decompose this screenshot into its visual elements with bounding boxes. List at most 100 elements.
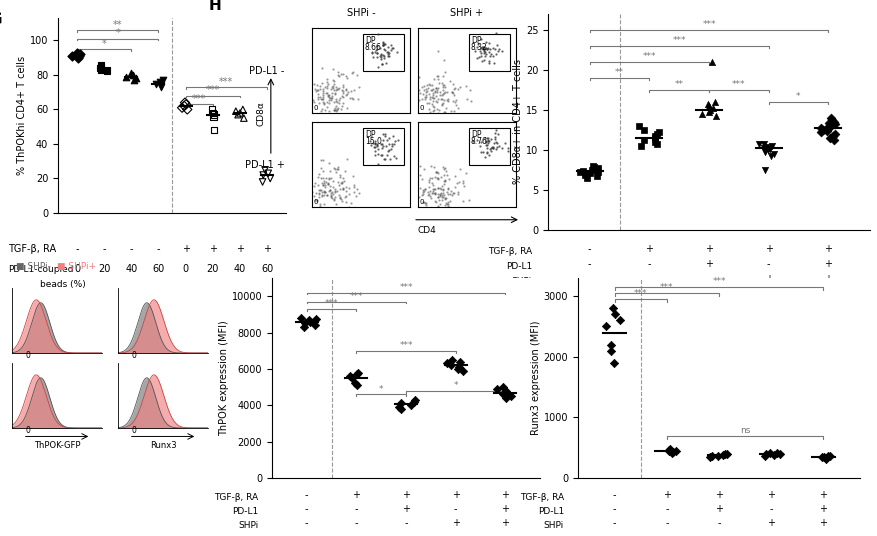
Point: [434, 191, 448, 199]
Point: [437, 55, 451, 64]
Point: [423, 192, 437, 200]
Point: [701, 107, 715, 116]
Point: [367, 147, 381, 155]
Point: [330, 105, 344, 114]
Point: [500, 144, 514, 152]
Point: [433, 184, 447, 193]
Point: [416, 90, 430, 98]
Point: [323, 93, 337, 102]
Point: [439, 188, 453, 196]
Text: +: +: [818, 504, 826, 514]
Text: -: -: [664, 518, 667, 528]
Text: *: *: [115, 28, 120, 38]
Point: [371, 159, 385, 168]
Point: [436, 162, 450, 171]
Point: [602, 340, 617, 349]
Point: [310, 86, 324, 95]
Point: [312, 188, 326, 197]
Point: [320, 88, 334, 97]
Point: [308, 84, 322, 93]
Point: [315, 105, 329, 113]
Point: [427, 190, 441, 198]
Point: [432, 189, 446, 198]
Point: [362, 136, 376, 145]
Point: [483, 146, 497, 155]
Point: [430, 46, 444, 55]
Point: [127, 76, 141, 84]
Point: [422, 190, 436, 199]
Point: [376, 51, 390, 59]
Point: [815, 126, 829, 135]
Point: [479, 144, 493, 152]
Point: [206, 112, 220, 121]
Point: [445, 355, 459, 364]
Point: [702, 106, 717, 114]
Point: [311, 185, 325, 194]
Point: [429, 168, 443, 176]
Point: [431, 202, 445, 211]
Point: [429, 84, 443, 92]
Point: [488, 144, 503, 153]
Text: SHPi: SHPi: [238, 522, 259, 531]
Text: -: -: [156, 244, 160, 254]
Point: [393, 399, 407, 408]
Point: [416, 165, 430, 173]
Point: [701, 102, 715, 110]
Point: [339, 187, 353, 196]
Point: [423, 95, 437, 103]
Point: [429, 86, 443, 95]
Point: [481, 134, 495, 143]
Text: +: +: [764, 243, 772, 254]
Point: [321, 95, 335, 104]
Point: [296, 323, 310, 331]
Point: [413, 161, 427, 170]
Point: [423, 81, 437, 90]
Point: [381, 50, 395, 59]
Point: [417, 115, 431, 123]
Point: [431, 95, 445, 104]
Point: [424, 178, 438, 187]
Point: [418, 87, 432, 96]
Point: [419, 98, 433, 107]
Point: [310, 81, 324, 90]
Point: [232, 109, 246, 117]
Point: [335, 179, 349, 188]
Point: [417, 86, 431, 95]
Point: [335, 86, 349, 94]
Point: [381, 147, 395, 155]
Point: [349, 370, 363, 378]
Point: [341, 184, 355, 192]
Point: [177, 102, 191, 110]
Point: [483, 135, 497, 143]
Point: [459, 81, 473, 90]
Point: [636, 126, 650, 135]
Point: [302, 192, 316, 200]
Point: [310, 196, 324, 205]
Text: +: +: [766, 518, 774, 528]
Point: [438, 176, 452, 185]
Point: [426, 93, 440, 102]
Point: [480, 45, 494, 54]
Text: 0: 0: [74, 264, 80, 273]
Point: [119, 72, 133, 81]
Point: [491, 44, 505, 53]
Point: [317, 188, 332, 196]
Text: 20: 20: [206, 264, 218, 273]
Point: [822, 451, 836, 460]
Point: [496, 383, 510, 391]
Point: [485, 44, 499, 53]
Point: [408, 71, 422, 79]
Point: [430, 72, 444, 80]
Point: [437, 165, 451, 173]
Point: [473, 142, 487, 151]
Point: [408, 91, 422, 100]
Point: [309, 189, 323, 197]
Point: [318, 89, 332, 98]
Point: [412, 170, 426, 179]
Point: [335, 178, 349, 187]
Point: [335, 70, 349, 79]
Point: [422, 105, 436, 113]
Point: [476, 47, 490, 56]
Point: [665, 448, 679, 456]
Point: [426, 185, 440, 193]
